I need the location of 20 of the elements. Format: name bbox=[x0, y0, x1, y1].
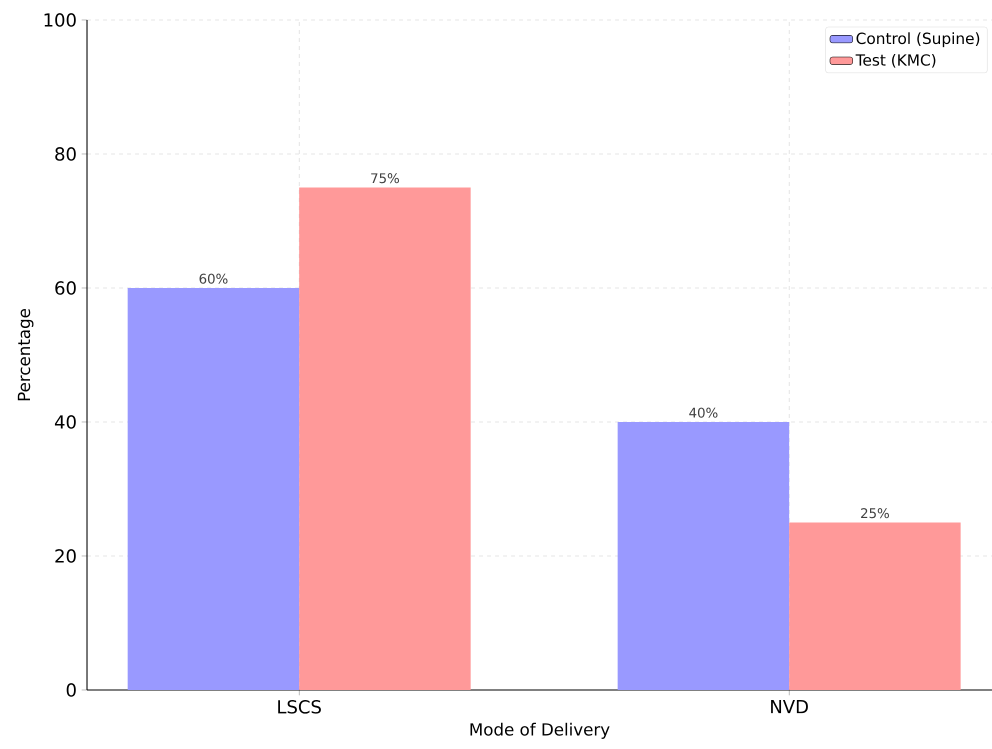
x-tick-label: NVD bbox=[771, 700, 808, 714]
bar bbox=[618, 422, 790, 690]
data-label: 75% bbox=[371, 173, 399, 184]
data-label: 60% bbox=[200, 274, 228, 284]
y-tick-label: 60 bbox=[55, 281, 76, 295]
legend-label: Test (KMC) bbox=[856, 54, 936, 68]
bar bbox=[299, 187, 471, 690]
y-tick-label: 0 bbox=[66, 683, 76, 697]
y-tick-label: 80 bbox=[55, 147, 76, 161]
data-label: 25% bbox=[861, 508, 889, 518]
y-tick-label: 100 bbox=[44, 13, 76, 27]
bar bbox=[789, 522, 961, 690]
x-tick-label: LSCS bbox=[278, 700, 321, 714]
bar bbox=[128, 288, 300, 690]
data-label: 40% bbox=[689, 408, 718, 418]
y-tick-label: 40 bbox=[54, 415, 76, 429]
legend-label: Control (Supine) bbox=[856, 32, 980, 48]
x-axis-title: Mode of Delivery bbox=[470, 722, 610, 739]
y-tick-label: 20 bbox=[55, 549, 76, 563]
y-axis-title: Percentage bbox=[18, 308, 34, 400]
